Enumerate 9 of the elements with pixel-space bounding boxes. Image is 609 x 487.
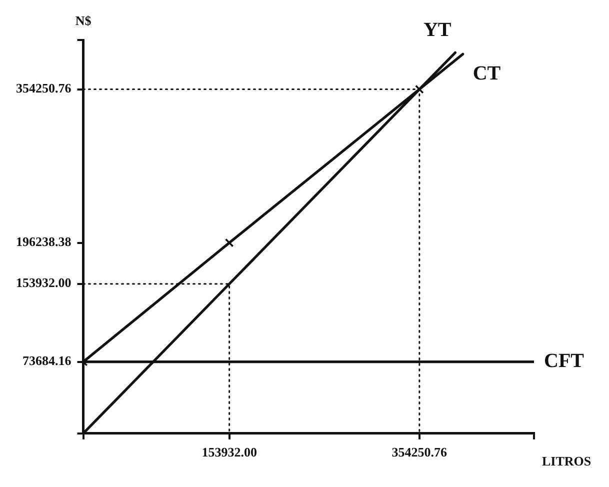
y-axis-title: N$ xyxy=(75,12,92,28)
series-label: CT xyxy=(472,62,502,84)
y-tick-label: 153932.00 xyxy=(16,275,72,290)
y-tick-label: 354250.76 xyxy=(16,80,72,96)
series-label: CFT xyxy=(544,350,585,372)
y-tick-label: 73684.16 xyxy=(22,353,72,368)
x-axis-title: LITROS xyxy=(542,453,592,468)
series-label: YT xyxy=(423,18,452,41)
y-tick-label: 196238.38 xyxy=(16,234,72,250)
